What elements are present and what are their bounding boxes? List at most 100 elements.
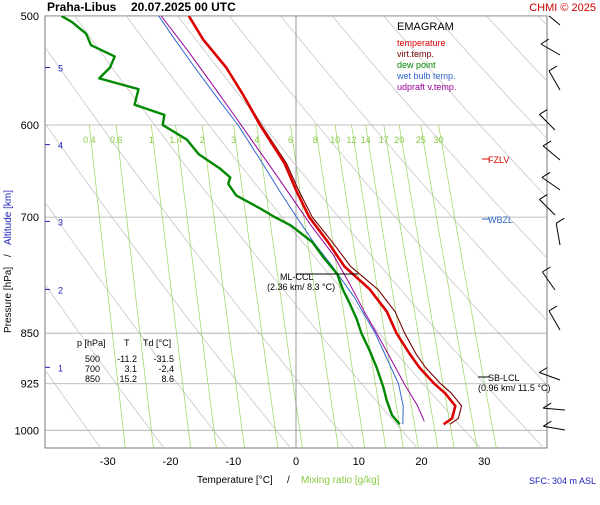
table-cell: 850	[85, 374, 100, 384]
mixing-ratio-label: 1.4	[169, 135, 182, 145]
mixing-ratio-line	[365, 124, 419, 448]
wind-barb	[539, 199, 556, 216]
mixing-ratio-line	[383, 124, 439, 448]
altitude-tick-label: 5	[58, 64, 63, 74]
mixing-ratio-label: 14	[361, 135, 371, 145]
dry-adiabat-line	[434, 16, 547, 140]
mixing-ratio-line	[438, 124, 497, 448]
temperature-tick-label: -20	[163, 456, 179, 468]
dry-adiabat-line	[74, 16, 418, 448]
legend-item-updraft: udpraft v.temp.	[397, 82, 456, 92]
wind-barb-flag	[539, 108, 548, 115]
dry-adiabat-line	[45, 46, 355, 448]
table-header-t: T	[124, 338, 130, 348]
mixing-ratio-line	[420, 124, 478, 448]
wind-barb	[541, 176, 561, 191]
series-wet-bulb-temp	[158, 16, 404, 425]
ml-ccl-detail: (2.36 km/ 8.3 °C)	[267, 282, 335, 292]
y-axis-label-altitude: Altitude [km]	[3, 190, 14, 245]
x-axis-title: Temperature [°C] / Mixing ratio [g/kg]	[197, 475, 380, 486]
dry-adiabat-line	[125, 16, 481, 448]
wind-barb	[548, 70, 561, 91]
mixing-ratio-label: 8	[313, 135, 318, 145]
dry-adiabat-line	[45, 283, 165, 448]
wind-barb	[548, 310, 561, 331]
ml-ccl-label: ML-CCL	[280, 272, 314, 282]
series-group	[60, 16, 463, 426]
wind-barb-flag	[542, 266, 551, 273]
table-cell: -2.4	[158, 364, 174, 374]
wind-barb-flag	[539, 367, 548, 373]
table-cell: -31.5	[153, 354, 174, 364]
mixing-ratio-label: 0.4	[83, 135, 96, 145]
station-title: Praha-Libus	[47, 0, 117, 14]
fzlv-label: FZLV	[488, 155, 509, 165]
series-dew-point	[60, 16, 401, 426]
table-cell: 500	[85, 354, 100, 364]
mixing-ratio-line	[150, 124, 192, 448]
wind-barb-flag	[542, 402, 552, 409]
mixing-ratio-label: 30	[433, 135, 443, 145]
dry-adiabat-line	[383, 16, 547, 199]
temperature-tick-label: -10	[225, 456, 241, 468]
series-temperature	[187, 16, 457, 426]
dry-adiabat-line	[45, 369, 102, 448]
pressure-tick-label: 700	[21, 212, 39, 224]
x-axis-separator: /	[287, 475, 290, 486]
mixing-ratio-label: 4	[254, 135, 259, 145]
mixing-ratio-label: 12	[346, 135, 356, 145]
mixing-ratio-label: 0.6	[110, 135, 123, 145]
mixing-ratio-label: 10	[330, 135, 340, 145]
mixing-ratio-label: 3	[231, 135, 236, 145]
altitude-tick-label: 2	[58, 285, 63, 295]
wind-barb	[543, 407, 566, 411]
dry-adiabat-line	[45, 201, 228, 448]
table-cell: 700	[85, 364, 100, 374]
mixing-ratio-line	[314, 124, 366, 448]
sounding-table: p [hPa] T Td [°C] 500 -11.2 -31.5 700 3.…	[77, 338, 174, 384]
x-axis-label-mixing: Mixing ratio [g/kg]	[301, 475, 380, 486]
sb-lcl-label: SB-LCL	[488, 373, 520, 383]
wind-barb-column	[539, 16, 566, 431]
dry-adiabat-line	[280, 16, 547, 322]
wind-barb-flag	[541, 171, 551, 178]
sounding-datetime: 20.07.2025 00 UTC	[131, 0, 236, 14]
legend-item-temperature: temperature	[397, 38, 446, 48]
mixing-ratio-line	[175, 124, 217, 448]
tick-labels: 0.4 0.6 1 1.4 2 3 4 6 8 10 12 14 17 20 25 3050060070085…	[15, 11, 491, 468]
wind-barb-flag	[543, 420, 552, 427]
table-cell: -11.2	[117, 354, 137, 364]
wind-barb-flag	[540, 38, 550, 45]
y-axis-title: Pressure [hPa] / Altitude [km]	[3, 190, 14, 333]
pressure-tick-label: 925	[21, 379, 39, 391]
wind-barb-flag	[555, 217, 565, 224]
temperature-tick-label: 20	[415, 456, 427, 468]
table-cell: 8.6	[161, 374, 174, 384]
wind-barb	[540, 43, 561, 56]
wind-barb-flag	[539, 193, 548, 200]
copyright-text: CHMI © 2025	[529, 2, 596, 14]
temperature-tick-label: -30	[100, 456, 116, 468]
mixing-ratio-label: 17	[379, 135, 389, 145]
legend: EMAGRAM temperature virt.temp. dew point…	[396, 21, 456, 92]
altitude-tick-label: 3	[58, 217, 63, 227]
temperature-tick-label: 0	[293, 456, 299, 468]
y-axis-label-pressure: Pressure [hPa]	[3, 267, 14, 333]
x-axis-label-temp: Temperature [°C]	[197, 475, 273, 486]
dry-adiabat-line	[45, 122, 291, 448]
series-udpraft-v-temp	[160, 16, 425, 422]
level-annotations: FZLV WBZL ML-CCL (2.36 km/ 8.3 °C) SB-LC…	[267, 155, 550, 393]
surface-elevation: SFC: 304 m ASL	[529, 476, 596, 486]
wind-barb-flag	[548, 305, 558, 312]
mixing-ratio-line	[334, 124, 387, 448]
wind-barb	[541, 271, 556, 291]
mixing-ratio-label: 2	[200, 135, 205, 145]
dry-adiabat-line	[228, 16, 547, 386]
legend-heading: EMAGRAM	[397, 21, 454, 33]
dry-adiabat-line	[590, 16, 600, 448]
mixing-ratio-label: 25	[416, 135, 426, 145]
temperature-tick-label: 10	[353, 456, 365, 468]
wind-barb	[543, 425, 566, 431]
